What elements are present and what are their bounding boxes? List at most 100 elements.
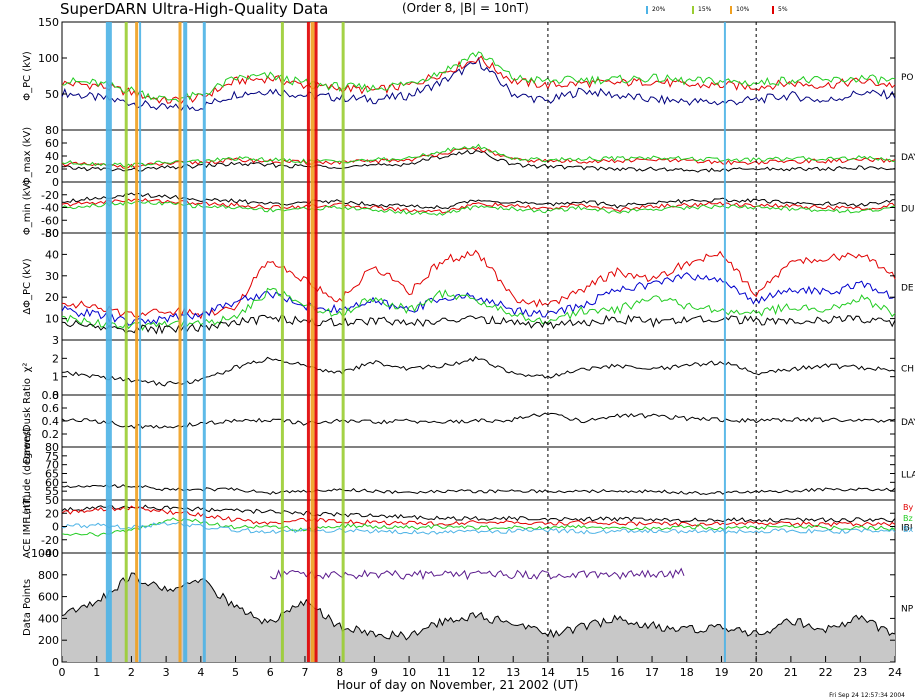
legend-label-20pct: 20% bbox=[652, 6, 666, 13]
ytick-label-imf-2: 0 bbox=[52, 521, 59, 534]
ytick-label-phimin-1: -60 bbox=[41, 214, 59, 227]
ytick-label-dp-1: 200 bbox=[38, 634, 59, 647]
x-axis-label: Hour of day on November, 21 2002 (UT) bbox=[336, 678, 579, 692]
legend-swatch-10pct bbox=[730, 6, 732, 14]
legend-label-5pct: 5% bbox=[778, 6, 788, 13]
xtick-label-3: 3 bbox=[163, 666, 170, 679]
right-label-lat: LLA bbox=[901, 471, 915, 481]
legend-item-15pct: 15% bbox=[692, 6, 712, 14]
legend-swatch-5pct bbox=[772, 6, 774, 14]
ytick-label-phimax-0: 20 bbox=[45, 163, 59, 176]
right-label-phimin: DU bbox=[901, 205, 915, 215]
right-label-phimax: DAY bbox=[901, 153, 915, 163]
legend-label-10pct: 10% bbox=[736, 6, 750, 13]
ylabel-chi: χ² bbox=[22, 363, 33, 373]
series-line-imf-3-0 bbox=[62, 521, 896, 535]
legend-item-5pct: 5% bbox=[772, 6, 788, 14]
ytick-label-chi-1: 1 bbox=[52, 371, 59, 384]
ytick-label-lat-1: 55 bbox=[45, 485, 59, 498]
xtick-label-8: 8 bbox=[336, 666, 343, 679]
ytick-label-phimax-1: 40 bbox=[45, 150, 59, 163]
xtick-label-24: 24 bbox=[888, 666, 902, 679]
ytick-label-dphipc-0: 10 bbox=[45, 313, 59, 326]
ytick-label-phimin-4: 0 bbox=[52, 176, 59, 189]
ytick-label-imf-1: -20 bbox=[41, 534, 59, 547]
right-label-phipc: PO bbox=[901, 73, 914, 83]
ylabel-phimin: Φ_min (kV) bbox=[22, 180, 33, 235]
chart-subtitle: (Order 8, |B| = 10nT) bbox=[402, 1, 529, 15]
ylabel-phipc: Φ_PC (kV) bbox=[22, 51, 33, 101]
ytick-label-lat-6: 80 bbox=[45, 441, 59, 454]
right-label-dp: NP bbox=[901, 605, 914, 615]
legend-swatch-20pct bbox=[646, 6, 648, 14]
ytick-label-ratio-2: 0.6 bbox=[42, 402, 60, 415]
ytick-label-ratio-3: 0.8 bbox=[42, 389, 60, 402]
xtick-label-16: 16 bbox=[610, 666, 624, 679]
series-line-phimin-2-0 bbox=[61, 200, 896, 216]
series-line-phimax-0-0 bbox=[62, 149, 896, 173]
series-fill-dp-0-0 bbox=[62, 573, 895, 662]
xtick-label-19: 19 bbox=[714, 666, 728, 679]
imf-legend-1: Bz bbox=[903, 514, 913, 523]
ytick-label-ratio-1: 0.4 bbox=[42, 415, 60, 428]
xtick-label-10: 10 bbox=[402, 666, 416, 679]
ytick-label-phimax-2: 60 bbox=[45, 137, 59, 150]
right-label-chi: CH bbox=[901, 365, 914, 375]
ytick-label-phimin-2: -40 bbox=[41, 202, 59, 215]
ytick-label-phipc-2: 150 bbox=[38, 16, 59, 29]
series-line-chi-0-0 bbox=[61, 356, 896, 387]
ytick-label-phipc-1: 100 bbox=[38, 52, 59, 65]
xtick-label-7: 7 bbox=[301, 666, 308, 679]
legend-item-20pct: 20% bbox=[646, 6, 666, 14]
timestamp: Fri Sep 24 12:57:34 2004 bbox=[829, 692, 905, 699]
ytick-label-dp-4: 800 bbox=[38, 569, 59, 582]
xtick-label-5: 5 bbox=[232, 666, 239, 679]
imf-legend-0: By bbox=[903, 503, 913, 512]
ytick-label-phimin-0: -80 bbox=[41, 227, 59, 240]
xtick-label-18: 18 bbox=[680, 666, 694, 679]
ytick-label-dphipc-4: 50 bbox=[45, 227, 59, 240]
right-label-ratio: DAY bbox=[901, 418, 915, 428]
ylabel-lat: Latitude (degrees) bbox=[22, 427, 33, 519]
right-label-dphipc: DE bbox=[901, 284, 914, 294]
legend-swatch-15pct bbox=[692, 6, 694, 14]
series-line-phipc-0-0 bbox=[61, 56, 896, 111]
ytick-label-chi-0: 0 bbox=[52, 389, 59, 402]
xtick-label-14: 14 bbox=[541, 666, 555, 679]
xtick-label-20: 20 bbox=[749, 666, 763, 679]
xtick-label-11: 11 bbox=[437, 666, 451, 679]
xtick-label-13: 13 bbox=[506, 666, 520, 679]
ytick-label-dphipc-3: 40 bbox=[45, 248, 59, 261]
ytick-label-phipc-0: 50 bbox=[45, 88, 59, 101]
ytick-label-chi-3: 3 bbox=[52, 334, 59, 347]
xtick-label-21: 21 bbox=[784, 666, 798, 679]
xtick-label-0: 0 bbox=[59, 666, 66, 679]
ytick-label-phimax-3: 80 bbox=[45, 124, 59, 137]
ylabel-dp: Data Points bbox=[22, 579, 33, 636]
ytick-label-dphipc-1: 20 bbox=[45, 291, 59, 304]
imf-legend-2: Bx bbox=[903, 525, 913, 534]
ytick-label-dp-0: 0 bbox=[52, 656, 59, 669]
ytick-label-dp-2: 400 bbox=[38, 612, 59, 625]
ytick-label-dphipc-2: 30 bbox=[45, 270, 59, 283]
ytick-label-lat-5: 75 bbox=[45, 450, 59, 463]
ylabel-ratio: Dawn/Dusk Ratio bbox=[22, 378, 33, 464]
xtick-label-6: 6 bbox=[267, 666, 274, 679]
ytick-label-phimin-3: -20 bbox=[41, 189, 59, 202]
ylabel-phimax: Φ_max (kV) bbox=[22, 127, 33, 185]
ytick-label-imf-0: -40 bbox=[41, 547, 59, 560]
ytick-label-lat-3: 65 bbox=[45, 468, 59, 481]
xtick-label-17: 17 bbox=[645, 666, 659, 679]
xtick-label-23: 23 bbox=[853, 666, 867, 679]
xtick-label-12: 12 bbox=[472, 666, 486, 679]
xtick-label-9: 9 bbox=[371, 666, 378, 679]
series-line-dp-1-0 bbox=[269, 567, 685, 581]
ytick-label-lat-0: 50 bbox=[45, 494, 59, 507]
ylabel-dphipc: ΔΦ_PC (kV) bbox=[22, 258, 33, 314]
xtick-label-1: 1 bbox=[93, 666, 100, 679]
xtick-label-2: 2 bbox=[128, 666, 135, 679]
ytick-label-lat-2: 60 bbox=[45, 476, 59, 489]
ytick-label-dp-3: 600 bbox=[38, 591, 59, 604]
xtick-label-4: 4 bbox=[197, 666, 204, 679]
legend-label-15pct: 15% bbox=[698, 6, 712, 13]
